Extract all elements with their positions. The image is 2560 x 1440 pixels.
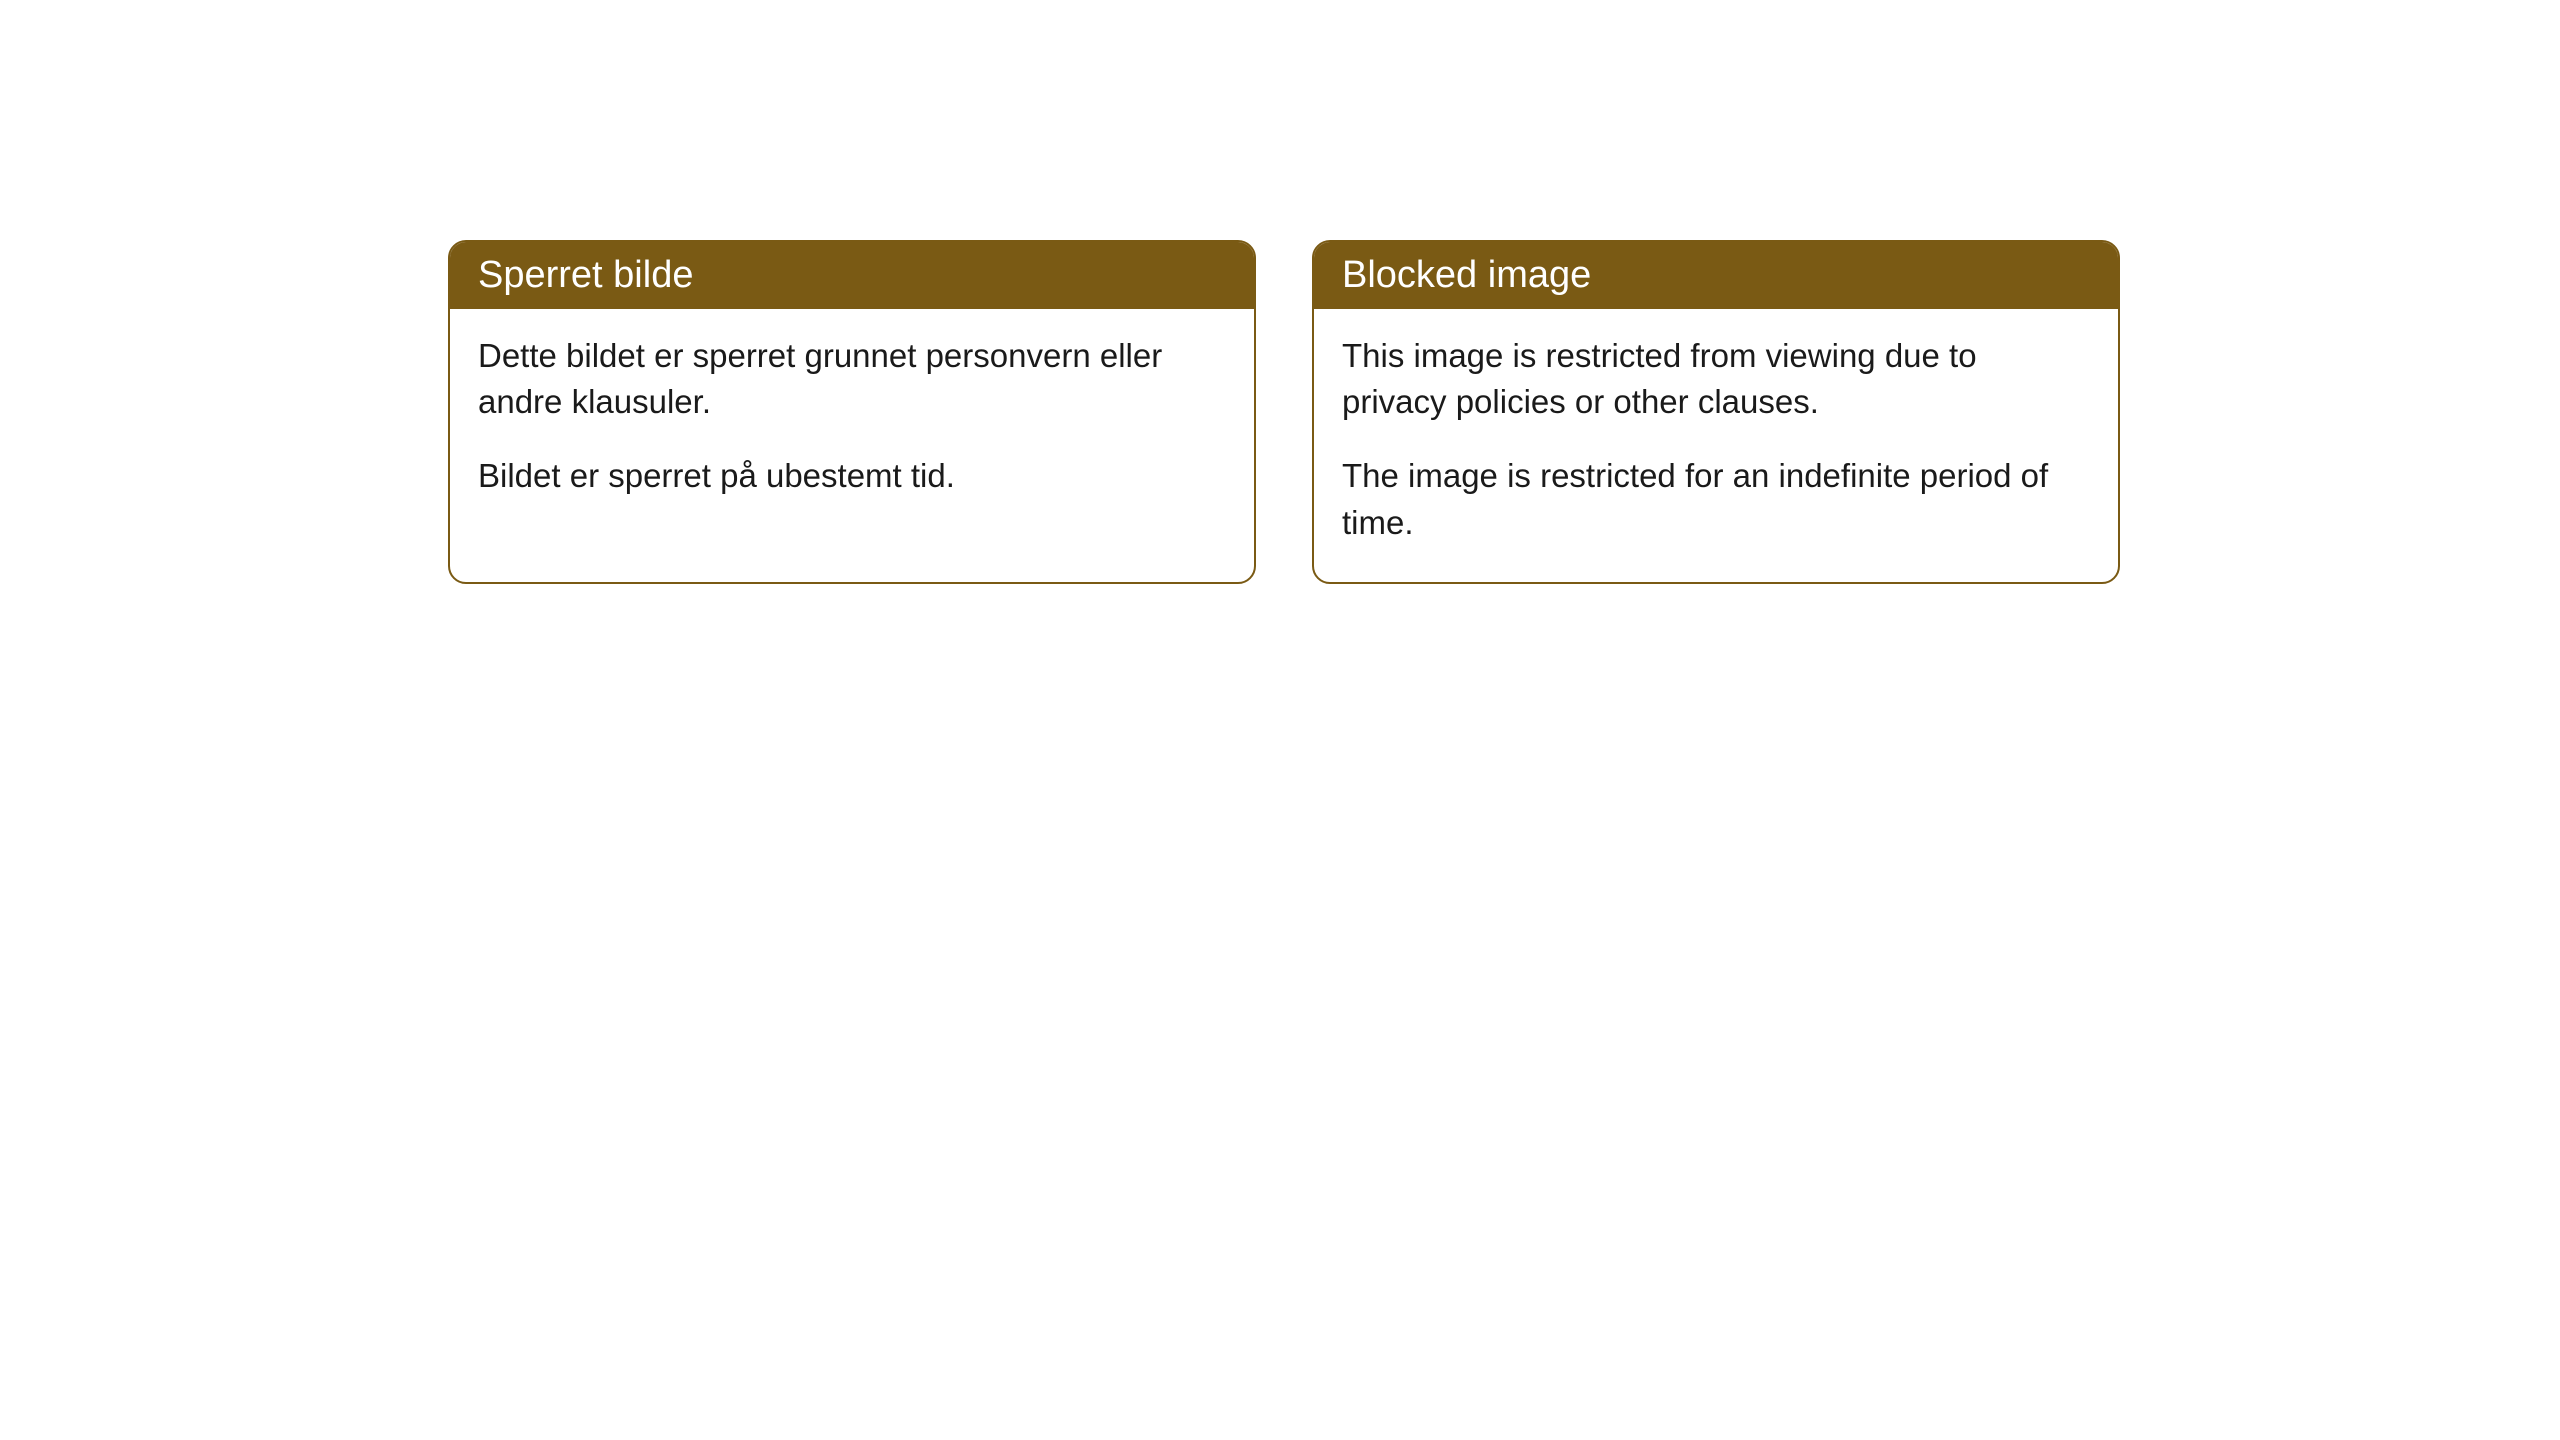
notice-paragraph: This image is restricted from viewing du… — [1342, 333, 2090, 425]
notice-paragraph: Dette bildet er sperret grunnet personve… — [478, 333, 1226, 425]
notice-header: Blocked image — [1314, 242, 2118, 309]
notice-paragraph: Bildet er sperret på ubestemt tid. — [478, 453, 1226, 499]
notice-card-norwegian: Sperret bilde Dette bildet er sperret gr… — [448, 240, 1256, 584]
notice-body: This image is restricted from viewing du… — [1314, 309, 2118, 582]
notice-paragraph: The image is restricted for an indefinit… — [1342, 453, 2090, 545]
notice-container: Sperret bilde Dette bildet er sperret gr… — [0, 0, 2560, 584]
notice-title: Sperret bilde — [478, 254, 693, 296]
notice-title: Blocked image — [1342, 254, 1591, 296]
notice-card-english: Blocked image This image is restricted f… — [1312, 240, 2120, 584]
notice-header: Sperret bilde — [450, 242, 1254, 309]
notice-body: Dette bildet er sperret grunnet personve… — [450, 309, 1254, 536]
